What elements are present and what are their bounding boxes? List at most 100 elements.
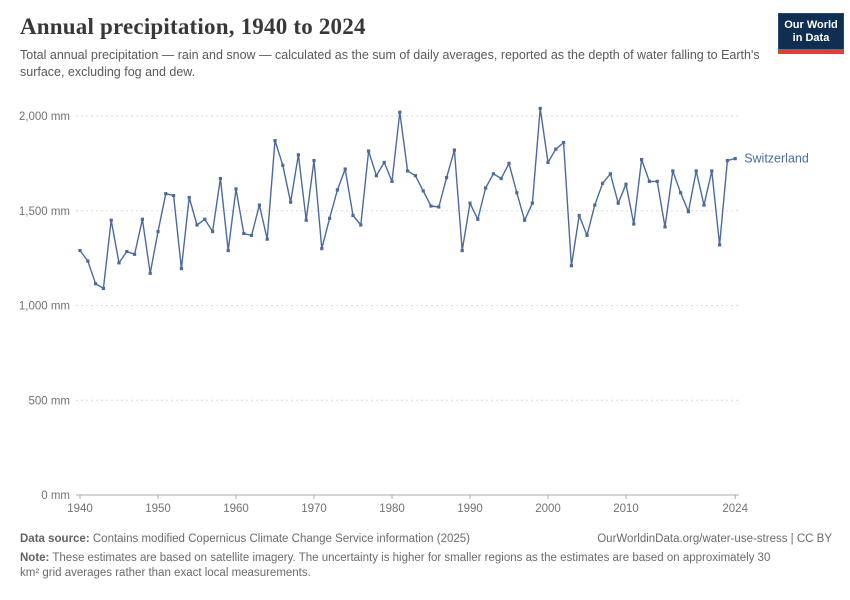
precipitation-line-chart[interactable]: 0 mm 500 mm 1,000 mm 1,500 mm 2,000 mm 1940 19… (0, 95, 850, 527)
chart-footer: Data source: Contains modified Copernicu… (20, 531, 832, 581)
data-point-marker (125, 249, 129, 254)
x-axis-label: 1960 (223, 503, 249, 515)
data-point-marker (554, 147, 558, 151)
y-axis-label: 2,000 mm (19, 111, 70, 123)
data-point-marker (250, 233, 254, 237)
x-axis-label: 1990 (457, 503, 483, 515)
data-point-marker (156, 229, 160, 234)
data-point-marker (94, 282, 98, 286)
data-point-marker (663, 225, 667, 229)
data-point-marker (577, 213, 581, 218)
data-point-marker (468, 201, 472, 205)
data-point-marker (429, 204, 433, 208)
data-point-marker (86, 259, 90, 263)
owid-logo-line2: in Data (792, 32, 830, 44)
data-point-marker (218, 176, 222, 181)
data-point-marker (538, 106, 542, 111)
data-point-marker (515, 191, 519, 195)
data-point-marker (569, 264, 573, 268)
data-point-marker (499, 176, 503, 181)
data-point-marker (624, 182, 628, 186)
data-point-marker (351, 213, 355, 218)
owid-logo-red-bar (778, 49, 844, 54)
data-point-marker (421, 189, 425, 193)
data-point-marker (655, 179, 659, 183)
data-point-marker (257, 203, 261, 207)
owid-license-link[interactable]: OurWorldinData.org/water-use-stress | CC… (597, 533, 832, 545)
data-point-marker (679, 191, 683, 195)
data-point-marker (694, 169, 698, 173)
data-point-marker (390, 179, 394, 183)
data-point-marker (733, 157, 737, 161)
data-point-marker (718, 243, 722, 247)
data-point-marker (289, 200, 293, 204)
data-point-marker (413, 174, 417, 178)
data-point-marker (226, 248, 230, 253)
data-point-marker (101, 286, 105, 291)
series-entity-label[interactable]: Switzerland (744, 152, 809, 166)
data-point-marker (382, 160, 386, 165)
note-text: These estimates are based on satellite i… (20, 552, 771, 579)
data-point-marker (281, 163, 285, 167)
note-label: Note: (20, 552, 50, 564)
data-point-marker (172, 193, 176, 198)
data-point-marker (195, 223, 199, 227)
x-axis-label: 2010 (613, 503, 639, 515)
data-point-marker (312, 158, 316, 163)
x-axis-label: 1980 (379, 503, 405, 515)
owid-logo-line1: Our World (784, 19, 838, 31)
x-axis-label: 1950 (145, 503, 171, 515)
data-point-marker (328, 216, 332, 220)
data-point-marker (702, 203, 706, 207)
source-row: Data source: Contains modified Copernicu… (20, 531, 832, 547)
data-point-marker (359, 223, 363, 227)
data-point-marker (187, 195, 191, 200)
chart-header: Annual precipitation, 1940 to 2024 Total… (20, 14, 830, 82)
data-source-label: Data source: (20, 533, 90, 545)
data-point-marker (273, 139, 277, 143)
y-axis-label: 1,000 mm (19, 301, 70, 313)
data-point-marker (616, 201, 620, 205)
note-row: Note: These estimates are based on satel… (20, 551, 778, 581)
data-point-marker (585, 233, 589, 237)
data-point-marker (265, 237, 269, 241)
data-point-marker (211, 229, 215, 234)
data-point-marker (632, 222, 636, 226)
data-point-marker (320, 247, 324, 251)
data-point-marker (78, 248, 82, 253)
data-point-marker (593, 203, 597, 207)
data-point-marker (452, 148, 456, 152)
data-point-marker (562, 140, 566, 145)
data-point-marker (460, 248, 464, 253)
chart-subtitle: Total annual precipitation — rain and sn… (20, 48, 760, 80)
data-point-marker (343, 167, 347, 171)
owid-logo[interactable]: Our World in Data (778, 13, 844, 54)
y-axis-label: 0 mm (41, 490, 70, 502)
data-point-marker (234, 187, 238, 191)
data-point-marker (671, 169, 675, 173)
data-point-marker (507, 161, 511, 165)
x-axis-label: 1970 (301, 503, 327, 515)
y-axis-label: 1,500 mm (19, 206, 70, 218)
data-point-marker (133, 252, 137, 256)
owid-logo-text: Our World in Data (779, 14, 843, 49)
data-point-marker (148, 271, 152, 275)
x-axis-label: 1940 (67, 503, 93, 515)
data-point-marker (367, 149, 371, 153)
data-point-marker (335, 188, 339, 192)
data-point-marker (242, 231, 246, 236)
data-point-marker (710, 169, 714, 173)
x-axis-label: 2000 (535, 503, 561, 515)
data-point-marker (109, 218, 113, 222)
data-source: Data source: Contains modified Copernicu… (20, 531, 470, 547)
data-source-text: Contains modified Copernicus Climate Cha… (89, 533, 470, 545)
data-point-marker (686, 210, 690, 214)
y-axis-label: 500 mm (28, 395, 70, 407)
data-point-marker (647, 179, 651, 183)
data-point-marker (140, 217, 144, 221)
data-point-marker (491, 172, 495, 176)
data-point-marker (484, 186, 488, 190)
data-point-marker (406, 169, 410, 173)
data-point-marker (725, 158, 729, 163)
